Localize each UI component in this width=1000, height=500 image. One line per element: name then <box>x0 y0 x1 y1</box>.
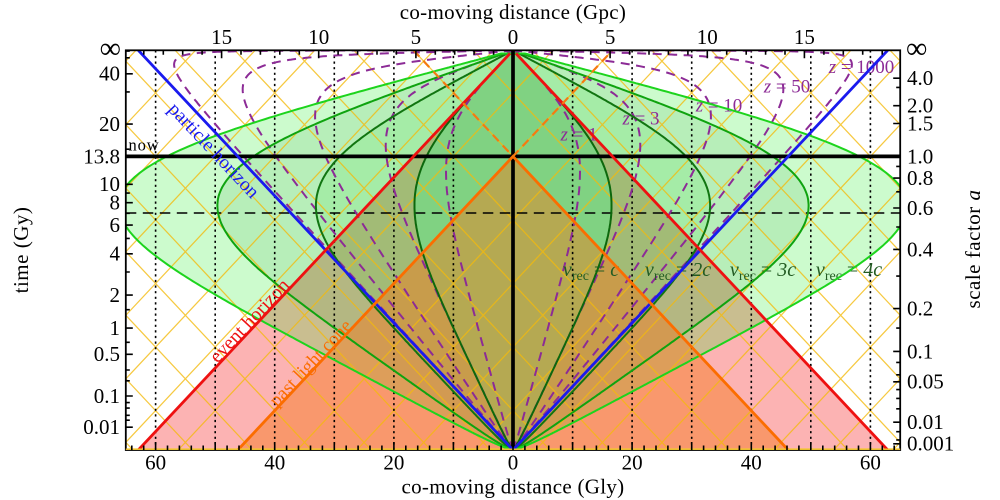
svg-text:2.0: 2.0 <box>907 94 933 118</box>
svg-text:5: 5 <box>411 25 422 49</box>
svg-text:8: 8 <box>110 191 121 215</box>
svg-text:10: 10 <box>308 25 329 49</box>
svg-text:∞: ∞ <box>906 32 927 65</box>
svg-text:15: 15 <box>794 25 815 49</box>
svg-text:10: 10 <box>697 25 718 49</box>
svg-text:0.4: 0.4 <box>907 237 934 261</box>
svg-text:co-moving distance (Gly): co-moving distance (Gly) <box>402 475 625 499</box>
svg-text:60: 60 <box>145 450 166 474</box>
svg-text:20: 20 <box>622 450 643 474</box>
svg-text:now: now <box>129 135 160 154</box>
svg-text:5: 5 <box>605 25 616 49</box>
svg-text:15: 15 <box>211 25 232 49</box>
svg-text:40: 40 <box>99 62 120 86</box>
svg-text:10: 10 <box>99 172 120 196</box>
svg-text:4.0: 4.0 <box>907 66 933 90</box>
svg-text:20: 20 <box>99 112 120 136</box>
svg-text:co-moving distance (Gpc): co-moving distance (Gpc) <box>400 0 626 24</box>
svg-text:scale factor a: scale factor a <box>961 190 985 309</box>
svg-text:0.1: 0.1 <box>94 384 120 408</box>
svg-text:60: 60 <box>860 450 881 474</box>
svg-text:0.6: 0.6 <box>907 196 933 220</box>
svg-text:0.001: 0.001 <box>907 432 954 456</box>
svg-text:1: 1 <box>110 316 121 340</box>
svg-text:∞: ∞ <box>100 32 121 65</box>
svg-text:40: 40 <box>264 450 285 474</box>
svg-text:1.0: 1.0 <box>907 144 933 168</box>
svg-text:0: 0 <box>508 450 519 474</box>
svg-text:0.01: 0.01 <box>83 415 120 439</box>
svg-text:0.1: 0.1 <box>907 339 933 363</box>
svg-text:z = 50: z = 50 <box>763 77 811 98</box>
svg-text:0.8: 0.8 <box>907 166 933 190</box>
svg-text:0.2: 0.2 <box>907 297 933 321</box>
svg-text:vrec = 3c: vrec = 3c <box>730 259 796 284</box>
svg-text:2: 2 <box>110 283 121 307</box>
svg-text:4: 4 <box>110 242 121 266</box>
svg-text:40: 40 <box>741 450 762 474</box>
svg-text:6: 6 <box>110 213 121 237</box>
svg-text:0.01: 0.01 <box>907 410 944 434</box>
svg-text:1.5: 1.5 <box>907 111 933 135</box>
svg-text:20: 20 <box>383 450 404 474</box>
svg-text:z = 3: z = 3 <box>621 109 659 130</box>
svg-text:13.8: 13.8 <box>83 144 120 168</box>
svg-text:0.05: 0.05 <box>907 370 944 394</box>
svg-text:0.5: 0.5 <box>94 342 120 366</box>
svg-text:0: 0 <box>508 25 519 49</box>
svg-text:time (Gy): time (Gy) <box>9 207 33 294</box>
svg-text:z = 1000: z = 1000 <box>828 57 895 78</box>
